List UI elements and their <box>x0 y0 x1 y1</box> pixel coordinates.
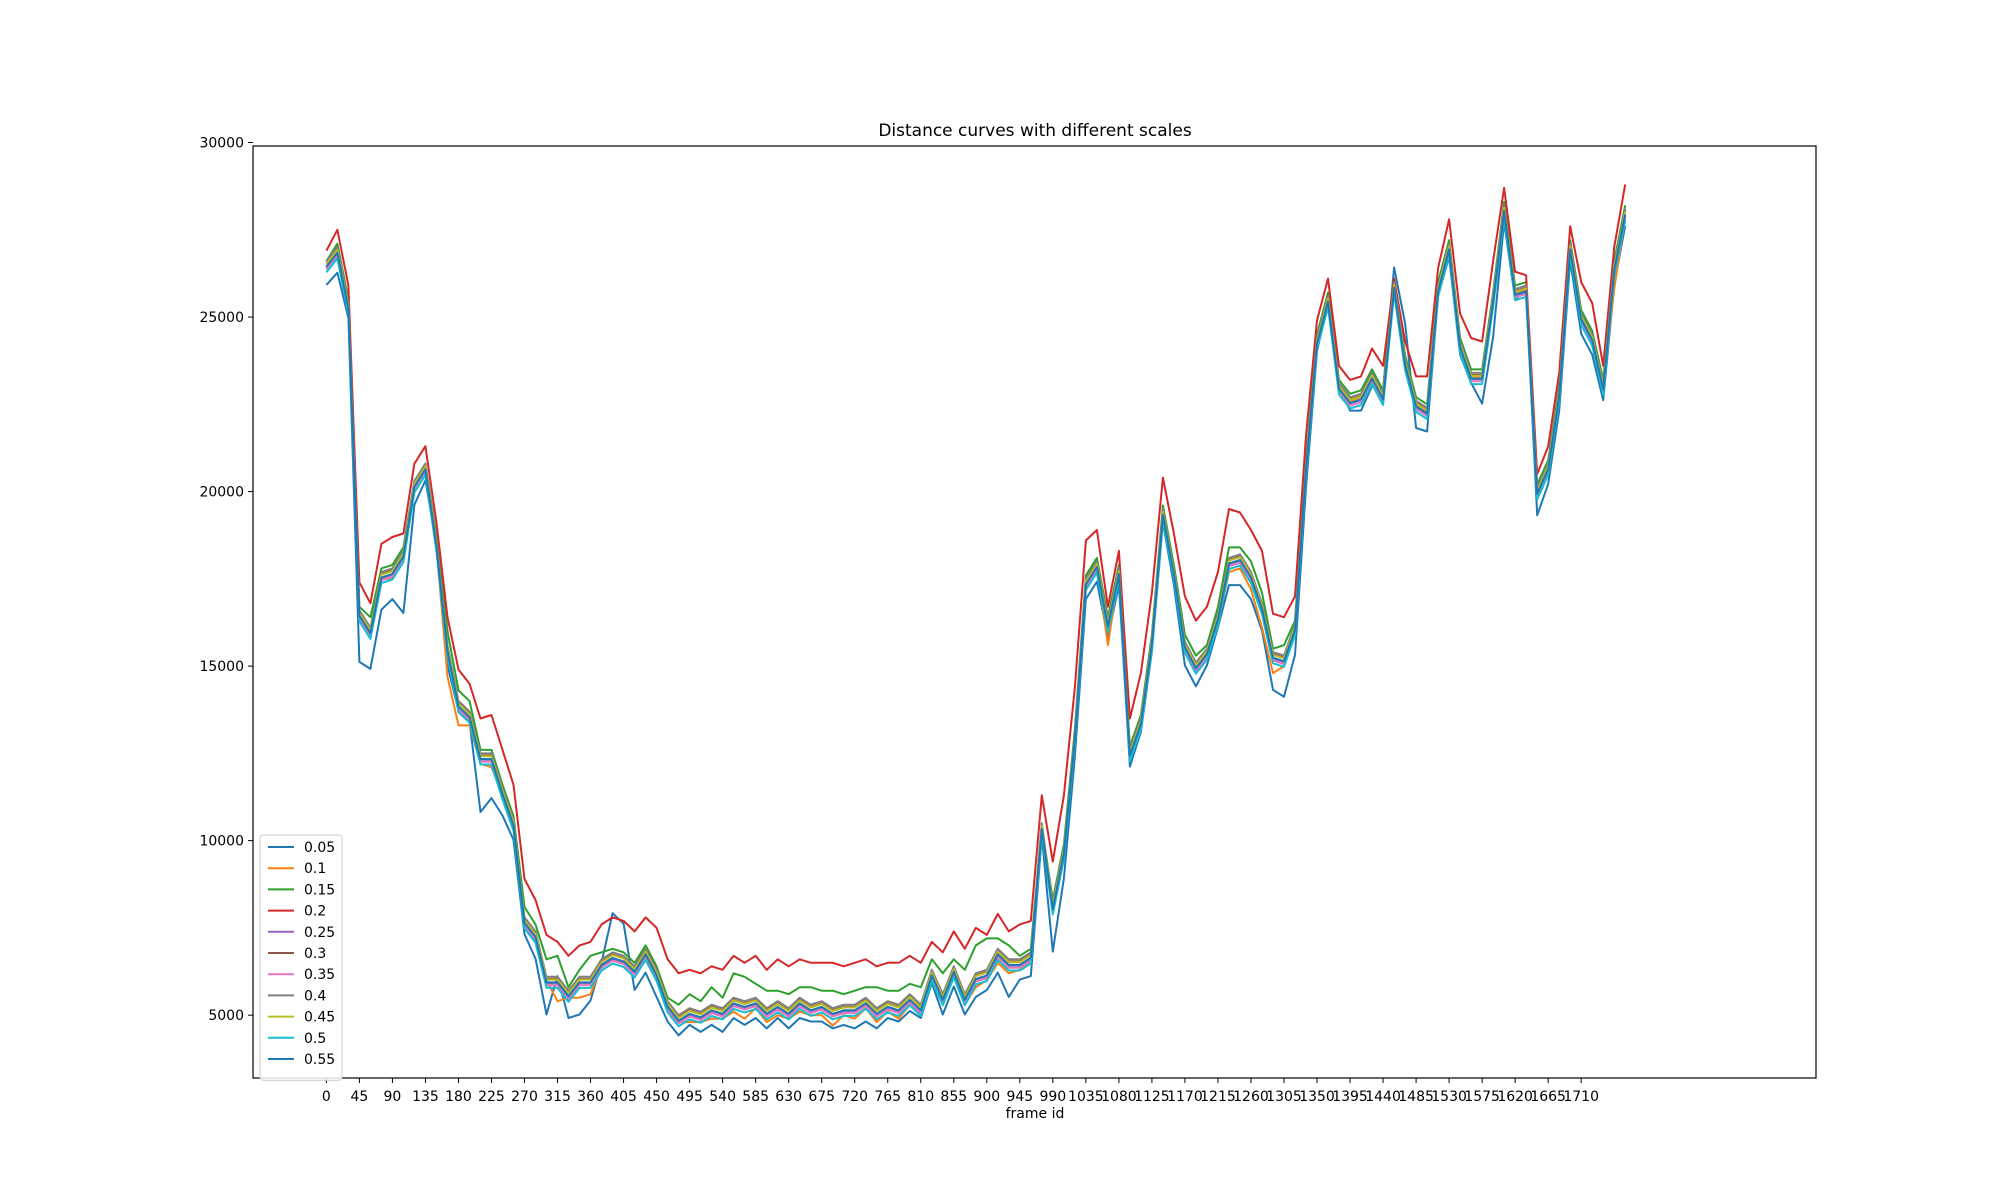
series-line-0.5 <box>325 215 1627 1028</box>
x-tick-label: 630 <box>775 1089 802 1105</box>
legend-label: 0.4 <box>304 988 326 1004</box>
x-tick-label: 135 <box>412 1089 439 1105</box>
x-tick-label: 1125 <box>1134 1089 1170 1105</box>
x-tick-label: 315 <box>544 1089 571 1105</box>
legend-label: 0.15 <box>304 882 335 898</box>
x-tick-label: 1665 <box>1530 1089 1566 1105</box>
legend-label: 0.2 <box>304 904 326 920</box>
y-axis: 5000 10000 15000 20000 25000 30000 <box>199 136 253 1024</box>
x-tick-label: 855 <box>940 1089 967 1105</box>
x-tick-label: 540 <box>709 1089 736 1105</box>
series-layer <box>325 184 1627 1037</box>
x-tick-label: 1620 <box>1497 1089 1533 1105</box>
x-tick-label: 945 <box>1006 1089 1033 1105</box>
x-tick-label: 1710 <box>1563 1089 1599 1105</box>
x-axis: 0 45 90 135 180 225 270 315 360 405 450 495 540 585 63… <box>322 1078 1599 1105</box>
x-tick-label: 1080 <box>1101 1089 1137 1105</box>
y-tick-label: 5000 <box>208 1008 244 1024</box>
y-tick-label: 25000 <box>199 310 244 326</box>
x-tick-label: 675 <box>808 1089 835 1105</box>
x-tick-label: 1305 <box>1266 1089 1302 1105</box>
x-tick-label: 45 <box>350 1089 368 1105</box>
legend-label: 0.5 <box>304 1031 326 1047</box>
legend: 0.05 0.1 0.15 0.2 0.25 0.3 0.35 0.4 0.45 0.5 0.55 <box>259 834 343 1081</box>
x-tick-label: 360 <box>577 1089 604 1105</box>
x-tick-label: 1035 <box>1068 1089 1104 1105</box>
x-tick-label: 1440 <box>1365 1089 1401 1105</box>
series-line-0.55 <box>325 209 1627 1022</box>
x-tick-label: 90 <box>384 1089 402 1105</box>
x-tick-label: 1395 <box>1332 1089 1368 1105</box>
x-tick-label: 1350 <box>1299 1089 1335 1105</box>
x-tick-label: 1170 <box>1167 1089 1203 1105</box>
x-tick-label: 900 <box>973 1089 1000 1105</box>
legend-label: 0.55 <box>304 1052 335 1068</box>
legend-label: 0.05 <box>304 840 335 856</box>
plot-area-frame <box>252 145 1817 1079</box>
x-tick-label: 1530 <box>1431 1089 1467 1105</box>
x-tick-label: 225 <box>478 1089 505 1105</box>
x-axis-label: frame id <box>1006 1106 1065 1122</box>
x-tick-label: 1575 <box>1464 1089 1500 1105</box>
x-tick-label: 495 <box>676 1089 703 1105</box>
x-tick-label: 585 <box>742 1089 769 1105</box>
y-tick-label: 15000 <box>199 659 244 675</box>
x-tick-label: 765 <box>874 1089 901 1105</box>
x-tick-label: 180 <box>445 1089 472 1105</box>
legend-label: 0.3 <box>304 946 326 962</box>
legend-label: 0.25 <box>304 925 335 941</box>
x-tick-label: 270 <box>511 1089 538 1105</box>
x-tick-label: 810 <box>907 1089 934 1105</box>
series-line-0.2 <box>325 184 1627 975</box>
x-tick-label: 0 <box>322 1089 331 1105</box>
legend-box <box>259 834 343 1081</box>
y-tick-label: 10000 <box>199 834 244 850</box>
series-line-0.05 <box>325 221 1627 1037</box>
x-tick-label: 450 <box>643 1089 670 1105</box>
x-tick-label: 1260 <box>1233 1089 1269 1105</box>
x-tick-label: 1215 <box>1200 1089 1236 1105</box>
legend-label: 0.35 <box>304 967 335 983</box>
x-tick-label: 990 <box>1039 1089 1066 1105</box>
x-tick-label: 1485 <box>1398 1089 1434 1105</box>
legend-label: 0.1 <box>304 861 326 877</box>
x-tick-label: 720 <box>841 1089 868 1105</box>
y-tick-label: 20000 <box>199 485 244 501</box>
legend-label: 0.45 <box>304 1010 335 1026</box>
x-tick-label: 405 <box>610 1089 637 1105</box>
chart-title: Distance curves with different scales <box>878 121 1192 141</box>
y-tick-label: 30000 <box>199 136 244 152</box>
